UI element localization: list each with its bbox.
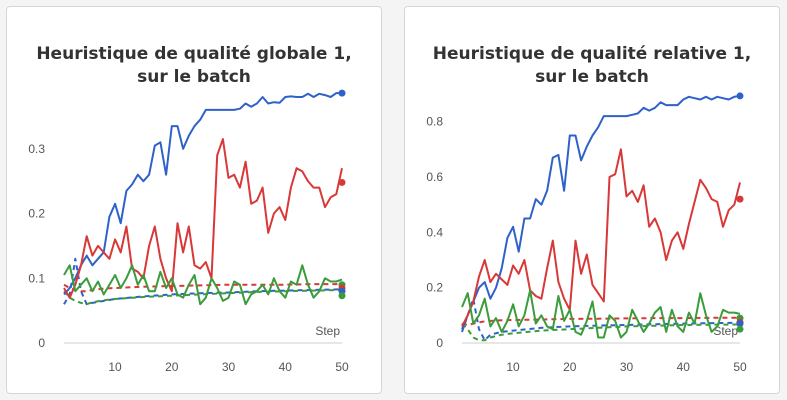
x-tick-label: 30	[620, 360, 634, 374]
y-tick-label: 0.6	[426, 170, 443, 184]
x-tick-label: 20	[165, 360, 179, 374]
y-tick-label: 0	[436, 336, 443, 350]
series-end-marker	[338, 292, 346, 300]
y-tick-label: 0.2	[28, 207, 45, 221]
y-tick-label: 0.3	[28, 142, 45, 156]
x-axis-label: Step	[713, 324, 738, 338]
y-tick-label: 0.1	[28, 271, 45, 285]
line-chart: 0 0.1 0.2 0.3 10 20 30 40 50 Step	[28, 89, 349, 374]
series-end-marker	[736, 195, 744, 203]
chart-title: Heuristique de qualité relative 1, sur l…	[432, 44, 752, 87]
x-tick-label: 20	[563, 360, 577, 374]
series-end-marker	[338, 178, 346, 186]
chart-panel-relative: Heuristique de qualité relative 1, sur l…	[404, 6, 780, 394]
y-tick-label: 0.8	[426, 115, 443, 129]
series-end-marker	[736, 320, 744, 328]
chart-title: Heuristique de qualité globale 1, sur le…	[36, 44, 352, 87]
x-tick-label: 40	[677, 360, 691, 374]
series-end-marker	[338, 89, 346, 97]
series-line	[461, 322, 741, 342]
y-tick-label: 0.4	[426, 225, 443, 239]
series-line	[63, 264, 343, 306]
y-tick-label: 0.2	[426, 281, 443, 295]
x-tick-label: 40	[279, 360, 293, 374]
series-line	[461, 148, 741, 327]
x-tick-label: 10	[108, 360, 122, 374]
series-line	[461, 289, 741, 339]
line-chart: 0 0.2 0.4 0.6 0.8 10 20 30 40 50 Step	[426, 92, 747, 374]
series-line	[63, 92, 342, 296]
x-tick-label: 50	[733, 360, 747, 374]
series-line	[63, 288, 343, 306]
chart-panel-global: Heuristique de qualité globale 1, sur le…	[6, 6, 382, 394]
x-tick-label: 50	[335, 360, 349, 374]
series-line	[461, 94, 741, 330]
series-end-marker	[736, 92, 744, 100]
y-tick-label: 0	[38, 336, 45, 350]
x-tick-label: 30	[222, 360, 236, 374]
series-line	[63, 138, 343, 299]
series-end-marker	[736, 325, 744, 333]
x-tick-label: 10	[506, 360, 520, 374]
x-axis-label: Step	[315, 324, 340, 338]
